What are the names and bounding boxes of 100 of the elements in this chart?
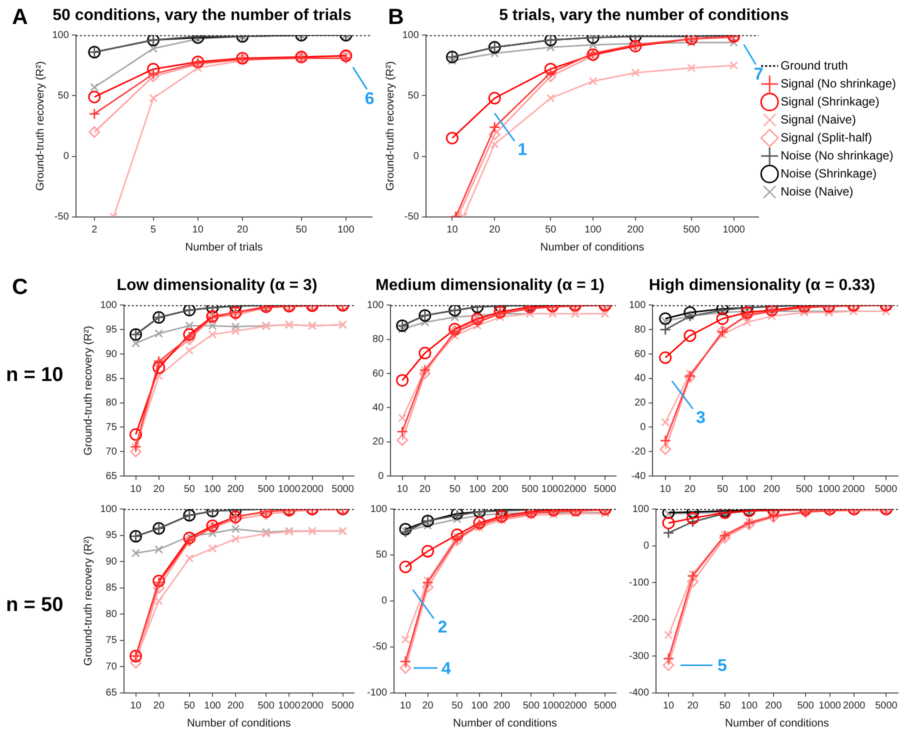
x-tick-label: 20 xyxy=(153,700,165,712)
x-tick-label: 1000 xyxy=(541,484,564,495)
legend-label: Noise (No shrinkage) xyxy=(780,148,894,162)
x-tick-label: 1000 xyxy=(542,700,566,712)
x-tick-label: 100 xyxy=(204,484,222,495)
x-axis-title: Number of conditions xyxy=(540,241,645,254)
x-tick-label: 100 xyxy=(469,484,486,495)
y-tick-label: 50 xyxy=(376,550,388,561)
x-tick-label: 2000 xyxy=(564,700,588,712)
y-tick-label: 85 xyxy=(106,373,118,384)
x-tick-label: 5000 xyxy=(594,484,617,495)
y-tick-label: -50 xyxy=(404,212,420,223)
x-tick-label: 1000 xyxy=(818,700,842,712)
y-tick-label: 0 xyxy=(413,151,420,162)
y-tick-label: 0 xyxy=(63,151,70,162)
annotation: 7 xyxy=(754,64,764,84)
legend-label: Signal (Shrinkage) xyxy=(780,94,880,108)
y-axis-title: Ground-truth recovery (R²) xyxy=(384,61,397,191)
x-tick-label: 10 xyxy=(660,484,672,495)
annotation: 6 xyxy=(364,89,374,108)
x-tick-label: 50 xyxy=(719,700,731,712)
x-tick-label: 200 xyxy=(227,484,244,495)
x-tick-label: 50 xyxy=(184,484,196,495)
y-tick-label: 40 xyxy=(634,373,646,384)
x-tick-label: 5 xyxy=(150,224,157,236)
x-tick-label: 100 xyxy=(738,484,756,495)
y-tick-label: 0 xyxy=(643,540,650,552)
y-tick-label: 50 xyxy=(408,90,420,102)
x-tick-label: 100 xyxy=(584,224,602,236)
y-tick-label: 80 xyxy=(372,334,384,346)
legend-label: Signal (Split-half) xyxy=(780,130,872,144)
x-tick-label: 500 xyxy=(522,700,540,712)
x-tick-label: 1000 xyxy=(278,484,301,495)
x-tick-label: 5000 xyxy=(875,700,898,712)
y-tick-label: -400 xyxy=(629,688,650,699)
y-tick-label: 100 xyxy=(370,504,388,515)
y-tick-label: -100 xyxy=(367,688,388,699)
x-tick-label: 1000 xyxy=(278,700,301,712)
y-tick-label: -50 xyxy=(372,642,388,653)
y-tick-label: 100 xyxy=(366,300,384,311)
x-tick-label: 20 xyxy=(419,484,431,495)
x-tick-label: 100 xyxy=(471,700,488,712)
x-tick-label: 200 xyxy=(227,700,244,712)
y-tick-label: 50 xyxy=(58,90,70,102)
x-tick-label: 20 xyxy=(422,700,434,712)
y-axis-title: Ground-truth recovery (R²) xyxy=(34,61,47,191)
y-tick-label: 80 xyxy=(106,608,118,620)
annotation: 5 xyxy=(718,656,727,676)
x-tick-label: 20 xyxy=(236,224,248,236)
chart-title: 50 conditions, vary the number of trials xyxy=(52,7,352,24)
x-axis-title: Number of conditions xyxy=(725,717,830,730)
x-tick-label: 50 xyxy=(449,484,461,495)
x-tick-label: 50 xyxy=(716,484,729,495)
y-tick-label: 75 xyxy=(106,635,118,646)
y-tick-label: 100 xyxy=(628,300,646,311)
y-tick-label: -20 xyxy=(631,446,646,458)
text: C xyxy=(12,274,28,300)
annotation: 2 xyxy=(438,618,448,637)
x-tick-label: 500 xyxy=(522,484,539,495)
y-tick-label: 20 xyxy=(372,436,384,448)
y-tick-label: 0 xyxy=(381,596,388,607)
annotation: 1 xyxy=(518,140,528,160)
chart-title: Medium dimensionality (α = 1) xyxy=(376,277,604,294)
legend-label: Noise (Shrinkage) xyxy=(780,166,877,180)
y-tick-label: -200 xyxy=(629,614,650,626)
x-tick-label: 200 xyxy=(763,484,781,495)
x-tick-label: 10 xyxy=(446,224,458,236)
y-tick-label: 100 xyxy=(402,30,420,41)
y-tick-label: 95 xyxy=(106,530,118,542)
x-tick-label: 1000 xyxy=(722,224,746,236)
y-tick-label: 100 xyxy=(52,30,70,41)
x-tick-label: 20 xyxy=(684,484,696,495)
y-tick-label: 20 xyxy=(634,398,646,409)
x-axis-title: Number of trials xyxy=(185,241,264,254)
x-tick-label: 1000 xyxy=(818,484,840,495)
x-tick-label: 500 xyxy=(796,484,814,495)
annotation: 3 xyxy=(696,408,706,427)
x-tick-label: 20 xyxy=(489,224,501,236)
x-tick-label: 10 xyxy=(396,484,408,495)
x-tick-label: 200 xyxy=(493,700,511,712)
x-tick-label: 100 xyxy=(740,700,758,712)
y-tick-label: 90 xyxy=(106,556,118,568)
x-tick-label: 500 xyxy=(258,700,275,712)
y-tick-label: 95 xyxy=(106,324,118,336)
x-tick-label: 5000 xyxy=(332,484,354,495)
y-tick-label: 60 xyxy=(634,348,646,360)
legend-label: Signal (Naive) xyxy=(780,112,856,126)
x-tick-label: 10 xyxy=(662,700,675,712)
x-tick-label: 2000 xyxy=(301,484,324,495)
y-tick-label: 65 xyxy=(106,470,118,482)
y-tick-label: 100 xyxy=(632,504,650,515)
y-tick-label: 0 xyxy=(378,470,384,482)
text: n = 50 xyxy=(6,594,64,617)
x-tick-label: 500 xyxy=(258,484,275,495)
y-tick-label: 60 xyxy=(372,368,384,380)
y-tick-label: 65 xyxy=(106,688,118,699)
x-tick-label: 5000 xyxy=(332,700,354,712)
chart-title: Low dimensionality (α = 3) xyxy=(116,277,318,294)
chart-title: High dimensionality (α = 0.33) xyxy=(648,277,876,294)
x-tick-label: 200 xyxy=(627,224,644,236)
